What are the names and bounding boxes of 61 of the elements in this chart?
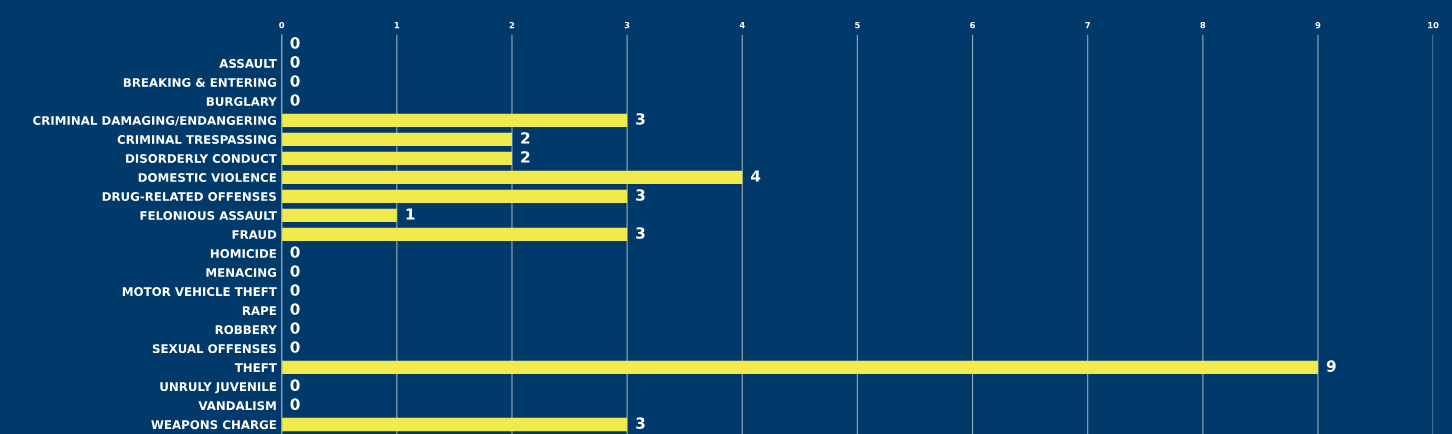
bar (281, 417, 628, 432)
x-tick-label: 2 (509, 21, 515, 29)
data-label: 0 (290, 56, 300, 68)
y-tick-label: SEXUAL OFFENSES (152, 344, 276, 354)
data-label: 0 (290, 284, 300, 296)
bar (281, 227, 628, 242)
y-tick-label: BURGLARY (206, 96, 277, 106)
x-tick-label: 7 (1085, 22, 1090, 29)
bar (281, 132, 512, 146)
data-label: 9 (1326, 360, 1336, 372)
y-tick-label: FELONIOUS ASSAULT (140, 211, 277, 220)
y-tick-label: UNRULY JUVENILE (160, 382, 276, 394)
bar (281, 189, 628, 203)
x-tick-label: 4 (739, 22, 745, 29)
y-tick-label: WEAPONS CHARGE (151, 420, 276, 430)
data-label: 0 (290, 75, 300, 87)
y-tick-label: VANDALISM (198, 401, 276, 411)
x-tick-label: 5 (855, 22, 860, 29)
y-tick-label: DOMESTIC VIOLENCE (138, 173, 276, 182)
bar (281, 170, 743, 184)
y-tick-label: RAPE (242, 306, 276, 315)
x-tick-label: 6 (970, 21, 975, 29)
data-label: 4 (751, 170, 761, 182)
data-label: 0 (290, 265, 300, 277)
data-label: 0 (290, 246, 300, 258)
y-tick-label: THEFT (234, 363, 277, 372)
data-label: 2 (521, 132, 530, 144)
y-tick-label: FRAUD (232, 230, 277, 240)
data-label: 1 (406, 208, 415, 220)
bar (281, 360, 1318, 375)
data-label: 0 (290, 379, 300, 391)
data-label: 0 (290, 303, 300, 315)
bar (281, 208, 397, 222)
data-label: 0 (290, 398, 300, 410)
x-tick-label: 3 (624, 21, 630, 29)
y-tick-label: CRIMINAL TRESPASSING (117, 135, 276, 144)
data-label: 0 (290, 37, 300, 49)
data-label: 3 (636, 113, 645, 125)
x-tick-label: 8 (1200, 21, 1206, 29)
y-tick-label: ASSAULT (219, 58, 277, 68)
x-tick-label: 0 (279, 21, 285, 29)
y-tick-label: DRUG-RELATED OFFENSES (102, 192, 276, 201)
x-tick-label: 9 (1315, 21, 1321, 29)
bar (281, 151, 512, 165)
y-tick-label: HOMICIDE (210, 249, 276, 259)
y-tick-label: MENACING (206, 268, 276, 278)
y-tick-label: BREAKING & ENTERING (123, 77, 276, 87)
data-label: 3 (636, 189, 645, 201)
y-tick-label: CRIMINAL DAMAGING/ENDANGERING (33, 116, 276, 126)
x-tick-label: 1 (394, 22, 400, 29)
y-tick-label: MOTOR VEHICLE THEFT (122, 287, 277, 297)
data-label: 0 (290, 322, 300, 334)
data-label: 3 (636, 417, 645, 429)
y-tick-label: ROBBERY (215, 325, 277, 335)
data-label: 2 (521, 151, 530, 163)
y-tick-label: DISORDERLY CONDUCT (126, 154, 277, 163)
x-tick-label: 10 (1428, 21, 1439, 29)
bar (281, 113, 628, 127)
data-label: 3 (636, 227, 645, 239)
data-label: 0 (290, 94, 300, 106)
data-label: 0 (290, 341, 300, 353)
